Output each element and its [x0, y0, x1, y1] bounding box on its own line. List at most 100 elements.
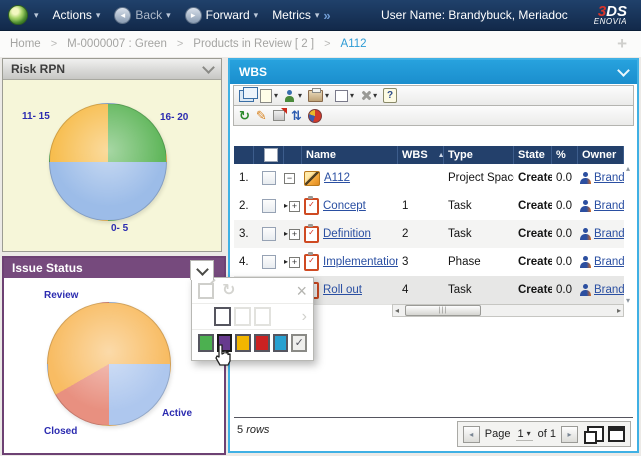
scroll-left-icon[interactable]: ◂ [395, 306, 399, 315]
color-swatch-blue[interactable] [273, 334, 289, 352]
enovia-app-window: ▾ Actions ▾ ◂ Back ▾ ▸ Forward ▾ Metrics… [0, 0, 641, 456]
column-header-state[interactable]: State [514, 146, 552, 164]
person-icon [580, 284, 591, 296]
breadcrumb-home[interactable]: Home [10, 38, 41, 50]
expand-toggle[interactable]: ▸+ [284, 248, 302, 276]
column-header-type[interactable]: Type [444, 146, 514, 164]
name-link[interactable]: Concept [323, 200, 366, 212]
table-row[interactable]: 3. ▸+ ✓Definition 2 Task Create 0.0 Bran… [234, 220, 624, 249]
forward-button[interactable]: ▸ Forward ▾ [185, 7, 259, 24]
column-header-name[interactable]: Name [302, 146, 398, 164]
table-row[interactable]: 1. − A112 Project Space Create 0.0 Brand… [234, 164, 624, 193]
layout-option-2[interactable] [234, 307, 251, 326]
color-swatch-yellow[interactable] [235, 334, 251, 352]
breadcrumb-products[interactable]: Products in Review [ 2 ] [193, 38, 314, 50]
horizontal-scrollbar[interactable]: ◂ ||| ▸ [392, 304, 624, 317]
chevron-down-icon[interactable]: ▾ [34, 11, 39, 20]
overlapping-windows-icon[interactable] [239, 90, 254, 102]
page-select[interactable]: 1 ▾ [516, 428, 533, 441]
table-row[interactable]: 4. ▸+ ✓Implementation 3 Phase Create 0.0… [234, 248, 624, 277]
chevron-down-icon: ▾ [166, 11, 171, 20]
select-all-checkbox[interactable] [254, 146, 284, 164]
row-count-label: 5 rows [237, 424, 269, 436]
add-tab-icon[interactable]: + [617, 34, 627, 54]
type-cell: Project Space [444, 164, 514, 192]
refresh-page-icon[interactable]: ↻ [239, 109, 250, 122]
name-link[interactable]: Roll out [323, 284, 362, 296]
issue-status-pie-chart[interactable] [47, 302, 171, 426]
column-header-owner[interactable]: Owner [578, 146, 624, 164]
tools-icon[interactable]: ▾ [360, 90, 377, 101]
owner-link[interactable]: Brandy [594, 256, 624, 268]
actions-menu[interactable]: Actions ▾ [53, 8, 101, 22]
expand-toggle[interactable]: ▸+ [284, 220, 302, 248]
pie-label: Review [44, 290, 78, 301]
state-cell: Create [514, 164, 552, 192]
column-header-wbs[interactable]: WBS▲ [398, 146, 444, 164]
tree-arrow-icon: ▸ [284, 202, 288, 210]
row-checkbox[interactable] [254, 164, 284, 192]
table-view-icon[interactable]: ▾ [335, 90, 354, 102]
layout-option-1[interactable] [214, 307, 231, 326]
sort-icon[interactable]: ⇅ [291, 109, 302, 122]
risk-rpn-pie-chart[interactable] [49, 103, 167, 221]
row-number: 1. [234, 164, 254, 192]
row-checkbox[interactable] [254, 248, 284, 276]
collapse-toggle[interactable]: − [284, 164, 302, 192]
refresh-icon[interactable]: ↻ [222, 283, 235, 299]
name-link[interactable]: Implementation [323, 256, 398, 268]
chevron-down-icon[interactable] [617, 64, 630, 77]
scroll-down-icon[interactable]: ▾ [626, 296, 630, 305]
printer-icon[interactable]: ▾ [308, 90, 329, 102]
percent-cell: 0.0 [552, 248, 578, 276]
table-row[interactable]: 2. ▸+ ✓Concept 1 Task Create 0.0 Brandy [234, 192, 624, 221]
row-checkbox[interactable] [254, 220, 284, 248]
layout-option-3[interactable] [254, 307, 271, 326]
help-icon[interactable]: ? [383, 88, 397, 103]
scroll-up-icon[interactable]: ▴ [626, 164, 630, 173]
metrics-menu[interactable]: Metrics ▾ » [272, 8, 329, 23]
owner-link[interactable]: Brandy [594, 172, 624, 184]
owner-link[interactable]: Brandy [594, 284, 624, 296]
chevron-right-icon[interactable]: › [302, 309, 307, 325]
prev-page-button[interactable]: ◂ [463, 426, 480, 443]
edit-icon[interactable]: ✎ [256, 109, 267, 122]
owner-link[interactable]: Brandy [594, 200, 624, 212]
column-header-percent[interactable]: % [552, 146, 578, 164]
copy-page-icon[interactable]: ▾ [260, 89, 278, 103]
checked-checkbox[interactable]: ✓ [291, 334, 307, 352]
next-page-button[interactable]: ▸ [561, 426, 578, 443]
assign-user-icon[interactable]: ▾ [284, 90, 302, 102]
state-cell: Create [514, 248, 552, 276]
add-structure-icon[interactable] [273, 110, 285, 121]
panel-settings-popup: ↻ × › ✓ [191, 277, 314, 361]
back-button[interactable]: ◂ Back ▾ [114, 7, 170, 24]
compass-logo-icon[interactable] [8, 5, 28, 25]
scrollbar-thumb[interactable]: ||| [405, 305, 481, 316]
single-view-icon[interactable] [608, 426, 625, 442]
risk-rpn-panel: Risk RPN 11- 15 16- 20 0- 5 [2, 58, 222, 252]
scroll-right-icon[interactable]: ▸ [617, 306, 621, 315]
row-checkbox[interactable] [254, 192, 284, 220]
tree-arrow-icon: ▸ [284, 230, 288, 238]
owner-link[interactable]: Brandy [594, 228, 624, 240]
more-menus-icon[interactable]: » [323, 8, 329, 23]
panel-options-toggle[interactable] [190, 260, 214, 280]
pie-chart-icon[interactable] [308, 109, 322, 123]
person-icon [580, 228, 591, 240]
expand-toggle[interactable]: ▸+ [284, 192, 302, 220]
breadcrumb-project[interactable]: M-0000007 : Green [67, 38, 167, 50]
name-link[interactable]: Definition [323, 228, 371, 240]
close-icon[interactable]: × [296, 282, 307, 300]
chevron-down-icon: ▾ [315, 11, 320, 20]
vertical-scrollbar[interactable]: ▴ ▾ [624, 164, 636, 305]
color-swatch-red[interactable] [254, 334, 270, 352]
name-link[interactable]: A112 [324, 172, 350, 184]
chevron-down-icon[interactable] [202, 61, 215, 74]
task-icon: ✓ [304, 198, 319, 215]
wbs-number: 4 [398, 276, 444, 304]
cascade-view-icon[interactable] [587, 426, 604, 442]
state-cell: Create [514, 220, 552, 248]
external-link-icon[interactable] [198, 283, 214, 299]
hand-pointer-cursor [212, 344, 234, 368]
